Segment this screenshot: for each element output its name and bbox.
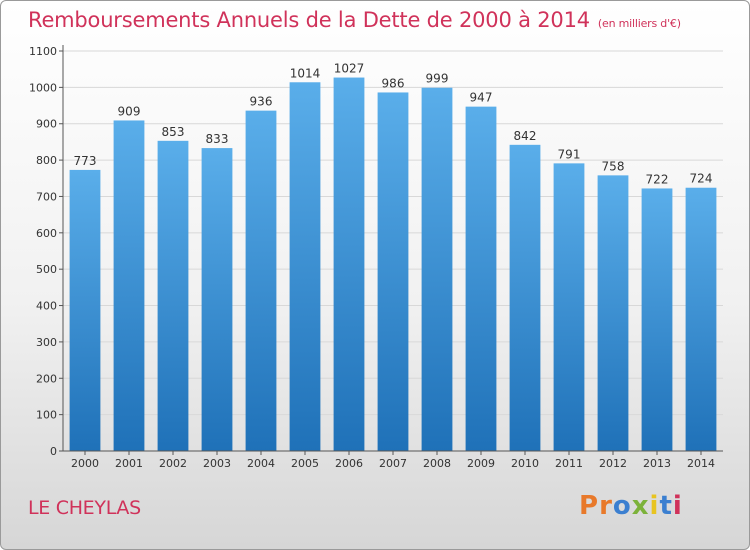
logo-letter: r bbox=[599, 491, 613, 521]
bar bbox=[245, 110, 277, 452]
x-tick-label: 2014 bbox=[687, 457, 715, 470]
logo-letter: P bbox=[579, 491, 600, 521]
bar-value-label: 909 bbox=[118, 104, 141, 118]
y-tick-label: 700 bbox=[36, 190, 57, 203]
x-tick-label: 2013 bbox=[643, 457, 671, 470]
x-tick-label: 2011 bbox=[555, 457, 583, 470]
x-tick-label: 2006 bbox=[335, 457, 363, 470]
logo-letter: t bbox=[659, 491, 673, 521]
y-tick-label: 100 bbox=[36, 409, 57, 422]
logo-letter: i bbox=[672, 491, 683, 521]
y-tick-label: 300 bbox=[36, 336, 57, 349]
y-tick-label: 0 bbox=[50, 445, 57, 458]
bar bbox=[113, 120, 145, 452]
logo-letter: o bbox=[612, 491, 632, 521]
logo-letter: x bbox=[631, 491, 650, 521]
y-tick-label: 1100 bbox=[29, 45, 57, 58]
bar bbox=[421, 87, 453, 452]
bar bbox=[553, 163, 585, 451]
y-tick-label: 500 bbox=[36, 263, 57, 276]
chart-subtitle: (en milliers d'€) bbox=[597, 17, 681, 30]
y-tick-label: 1000 bbox=[29, 81, 57, 94]
bar-value-label: 947 bbox=[470, 91, 493, 105]
x-tick-label: 2007 bbox=[379, 457, 407, 470]
chart-title-text: Remboursements Annuels de la Dette de 20… bbox=[28, 8, 590, 32]
bar bbox=[509, 144, 541, 451]
bar bbox=[157, 140, 189, 451]
x-tick-label: 2005 bbox=[291, 457, 319, 470]
bar-value-label: 986 bbox=[382, 76, 405, 90]
x-tick-label: 2001 bbox=[115, 457, 143, 470]
x-tick-label: 2012 bbox=[599, 457, 627, 470]
y-tick-label: 200 bbox=[36, 372, 57, 385]
x-tick-label: 2000 bbox=[71, 457, 99, 470]
bars bbox=[69, 77, 717, 452]
bar bbox=[641, 188, 673, 452]
bar bbox=[201, 148, 233, 451]
y-tick-label: 400 bbox=[36, 300, 57, 313]
bar bbox=[377, 92, 409, 452]
x-tick-label: 2002 bbox=[159, 457, 187, 470]
bar bbox=[333, 77, 365, 451]
bar bbox=[289, 82, 321, 451]
bar-value-label: 791 bbox=[558, 147, 581, 161]
y-tick-label: 800 bbox=[36, 154, 57, 167]
y-tick-label: 900 bbox=[36, 118, 57, 131]
axes bbox=[59, 45, 723, 455]
bar bbox=[465, 106, 497, 452]
x-tick-label: 2009 bbox=[467, 457, 495, 470]
labels: 0 100 200 300 400 500 600 700 800 900 1000 1100 773 2… bbox=[29, 45, 715, 470]
bar-value-label: 758 bbox=[602, 159, 625, 173]
bar-value-label: 999 bbox=[426, 72, 449, 86]
bar-value-label: 1014 bbox=[290, 66, 321, 80]
x-tick-label: 2003 bbox=[203, 457, 231, 470]
bar-value-label: 853 bbox=[162, 125, 185, 139]
chart-title: Remboursements Annuels de la Dette de 20… bbox=[28, 8, 681, 32]
x-tick-label: 2008 bbox=[423, 457, 451, 470]
bar-value-label: 722 bbox=[646, 172, 669, 186]
bar-value-label: 936 bbox=[250, 95, 273, 109]
x-tick-label: 2010 bbox=[511, 457, 539, 470]
bar bbox=[685, 187, 717, 451]
bar-value-label: 833 bbox=[206, 132, 229, 146]
bar-value-label: 773 bbox=[74, 154, 97, 168]
y-tick-label: 600 bbox=[36, 227, 57, 240]
logo-letter: i bbox=[649, 491, 660, 521]
bar-value-label: 724 bbox=[690, 172, 713, 186]
commune-name: LE CHEYLAS bbox=[28, 497, 141, 519]
x-tick-label: 2004 bbox=[247, 457, 275, 470]
bar-value-label: 842 bbox=[514, 129, 537, 143]
proxiti-logo: Proxiti bbox=[579, 491, 683, 521]
bar bbox=[597, 175, 629, 451]
bar-value-label: 1027 bbox=[334, 62, 365, 76]
bar bbox=[69, 169, 101, 451]
